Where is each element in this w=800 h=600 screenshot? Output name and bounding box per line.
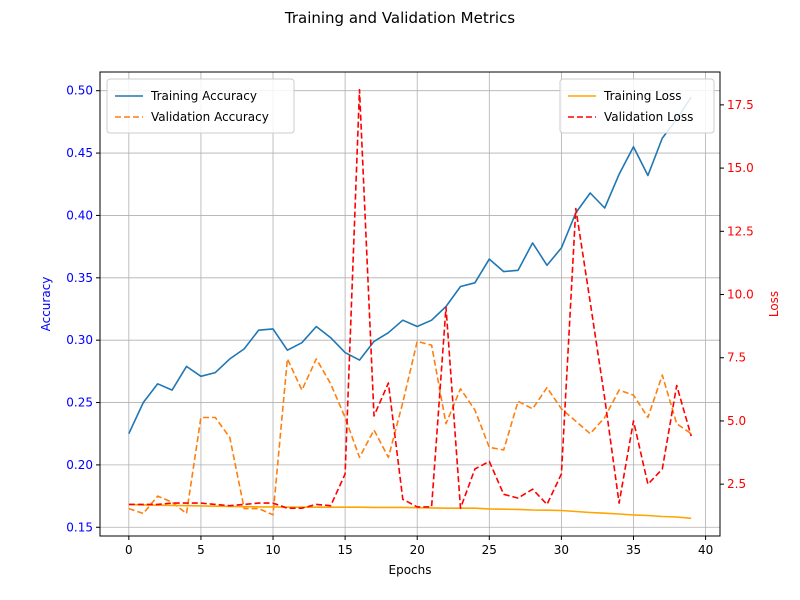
y-left-tick-label: 0.25 — [66, 396, 93, 410]
y-axis-left-label: Accuracy — [39, 277, 53, 332]
y-right-tick-label: 7.5 — [727, 351, 746, 365]
y-left-tick-label: 0.45 — [66, 146, 93, 160]
y-right-tick-label: 17.5 — [727, 98, 754, 112]
y-right-tick-label: 15.0 — [727, 161, 754, 175]
validation-accuracy-line — [128, 340, 692, 516]
validation-loss-line — [128, 88, 692, 510]
x-tick-label: 25 — [482, 543, 497, 557]
legend-label-training-loss: Training Loss — [603, 89, 681, 103]
series-lines — [128, 88, 692, 520]
legend-box — [106, 78, 295, 134]
y-right-tick-label: 2.5 — [727, 477, 746, 491]
legend-label-training-accuracy: Training Accuracy — [150, 89, 257, 103]
training-loss-line — [128, 503, 692, 520]
y-axis-right: 2.5 5.0 7.5 10.0 12.5 15.0 17.5 — [720, 98, 754, 491]
x-tick-label: 35 — [626, 543, 641, 557]
y-right-tick-label: 10.0 — [727, 288, 754, 302]
legend-label-validation-loss: Validation Loss — [604, 110, 693, 124]
y-left-tick-label: 0.30 — [66, 333, 93, 347]
x-tick-label: 15 — [337, 543, 352, 557]
y-axis-right-label: Loss — [767, 291, 781, 317]
y-left-tick-label: 0.20 — [66, 458, 93, 472]
x-tick-label: 40 — [698, 543, 713, 557]
x-tick-label: 10 — [265, 543, 280, 557]
x-axis-label: Epochs — [389, 563, 432, 577]
chart-title: Training and Validation Metrics — [284, 9, 515, 27]
x-axis: 0 5 10 15 20 25 30 35 40 — [125, 536, 713, 557]
legend-box — [559, 78, 715, 134]
plot-frame — [99, 71, 721, 537]
x-tick-label: 5 — [197, 543, 205, 557]
legend-accuracy: Training Accuracy Validation Accuracy — [106, 78, 295, 134]
x-tick-label: 0 — [125, 543, 133, 557]
x-tick-label: 20 — [410, 543, 425, 557]
y-left-tick-label: 0.40 — [66, 208, 93, 222]
y-right-tick-label: 12.5 — [727, 224, 754, 238]
y-left-tick-label: 0.15 — [66, 520, 93, 534]
legend-loss: Training Loss Validation Loss — [559, 78, 715, 134]
y-left-tick-label: 0.35 — [66, 271, 93, 285]
plot-area — [100, 72, 720, 536]
training-accuracy-line — [128, 96, 692, 435]
y-axis-left: 0.15 0.20 0.25 0.30 0.35 0.40 0.45 0.50 — [66, 84, 100, 534]
legend-label-validation-accuracy: Validation Accuracy — [151, 110, 269, 124]
y-left-tick-label: 0.50 — [66, 84, 93, 98]
x-tick-label: 30 — [554, 543, 569, 557]
y-right-tick-label: 5.0 — [727, 414, 746, 428]
